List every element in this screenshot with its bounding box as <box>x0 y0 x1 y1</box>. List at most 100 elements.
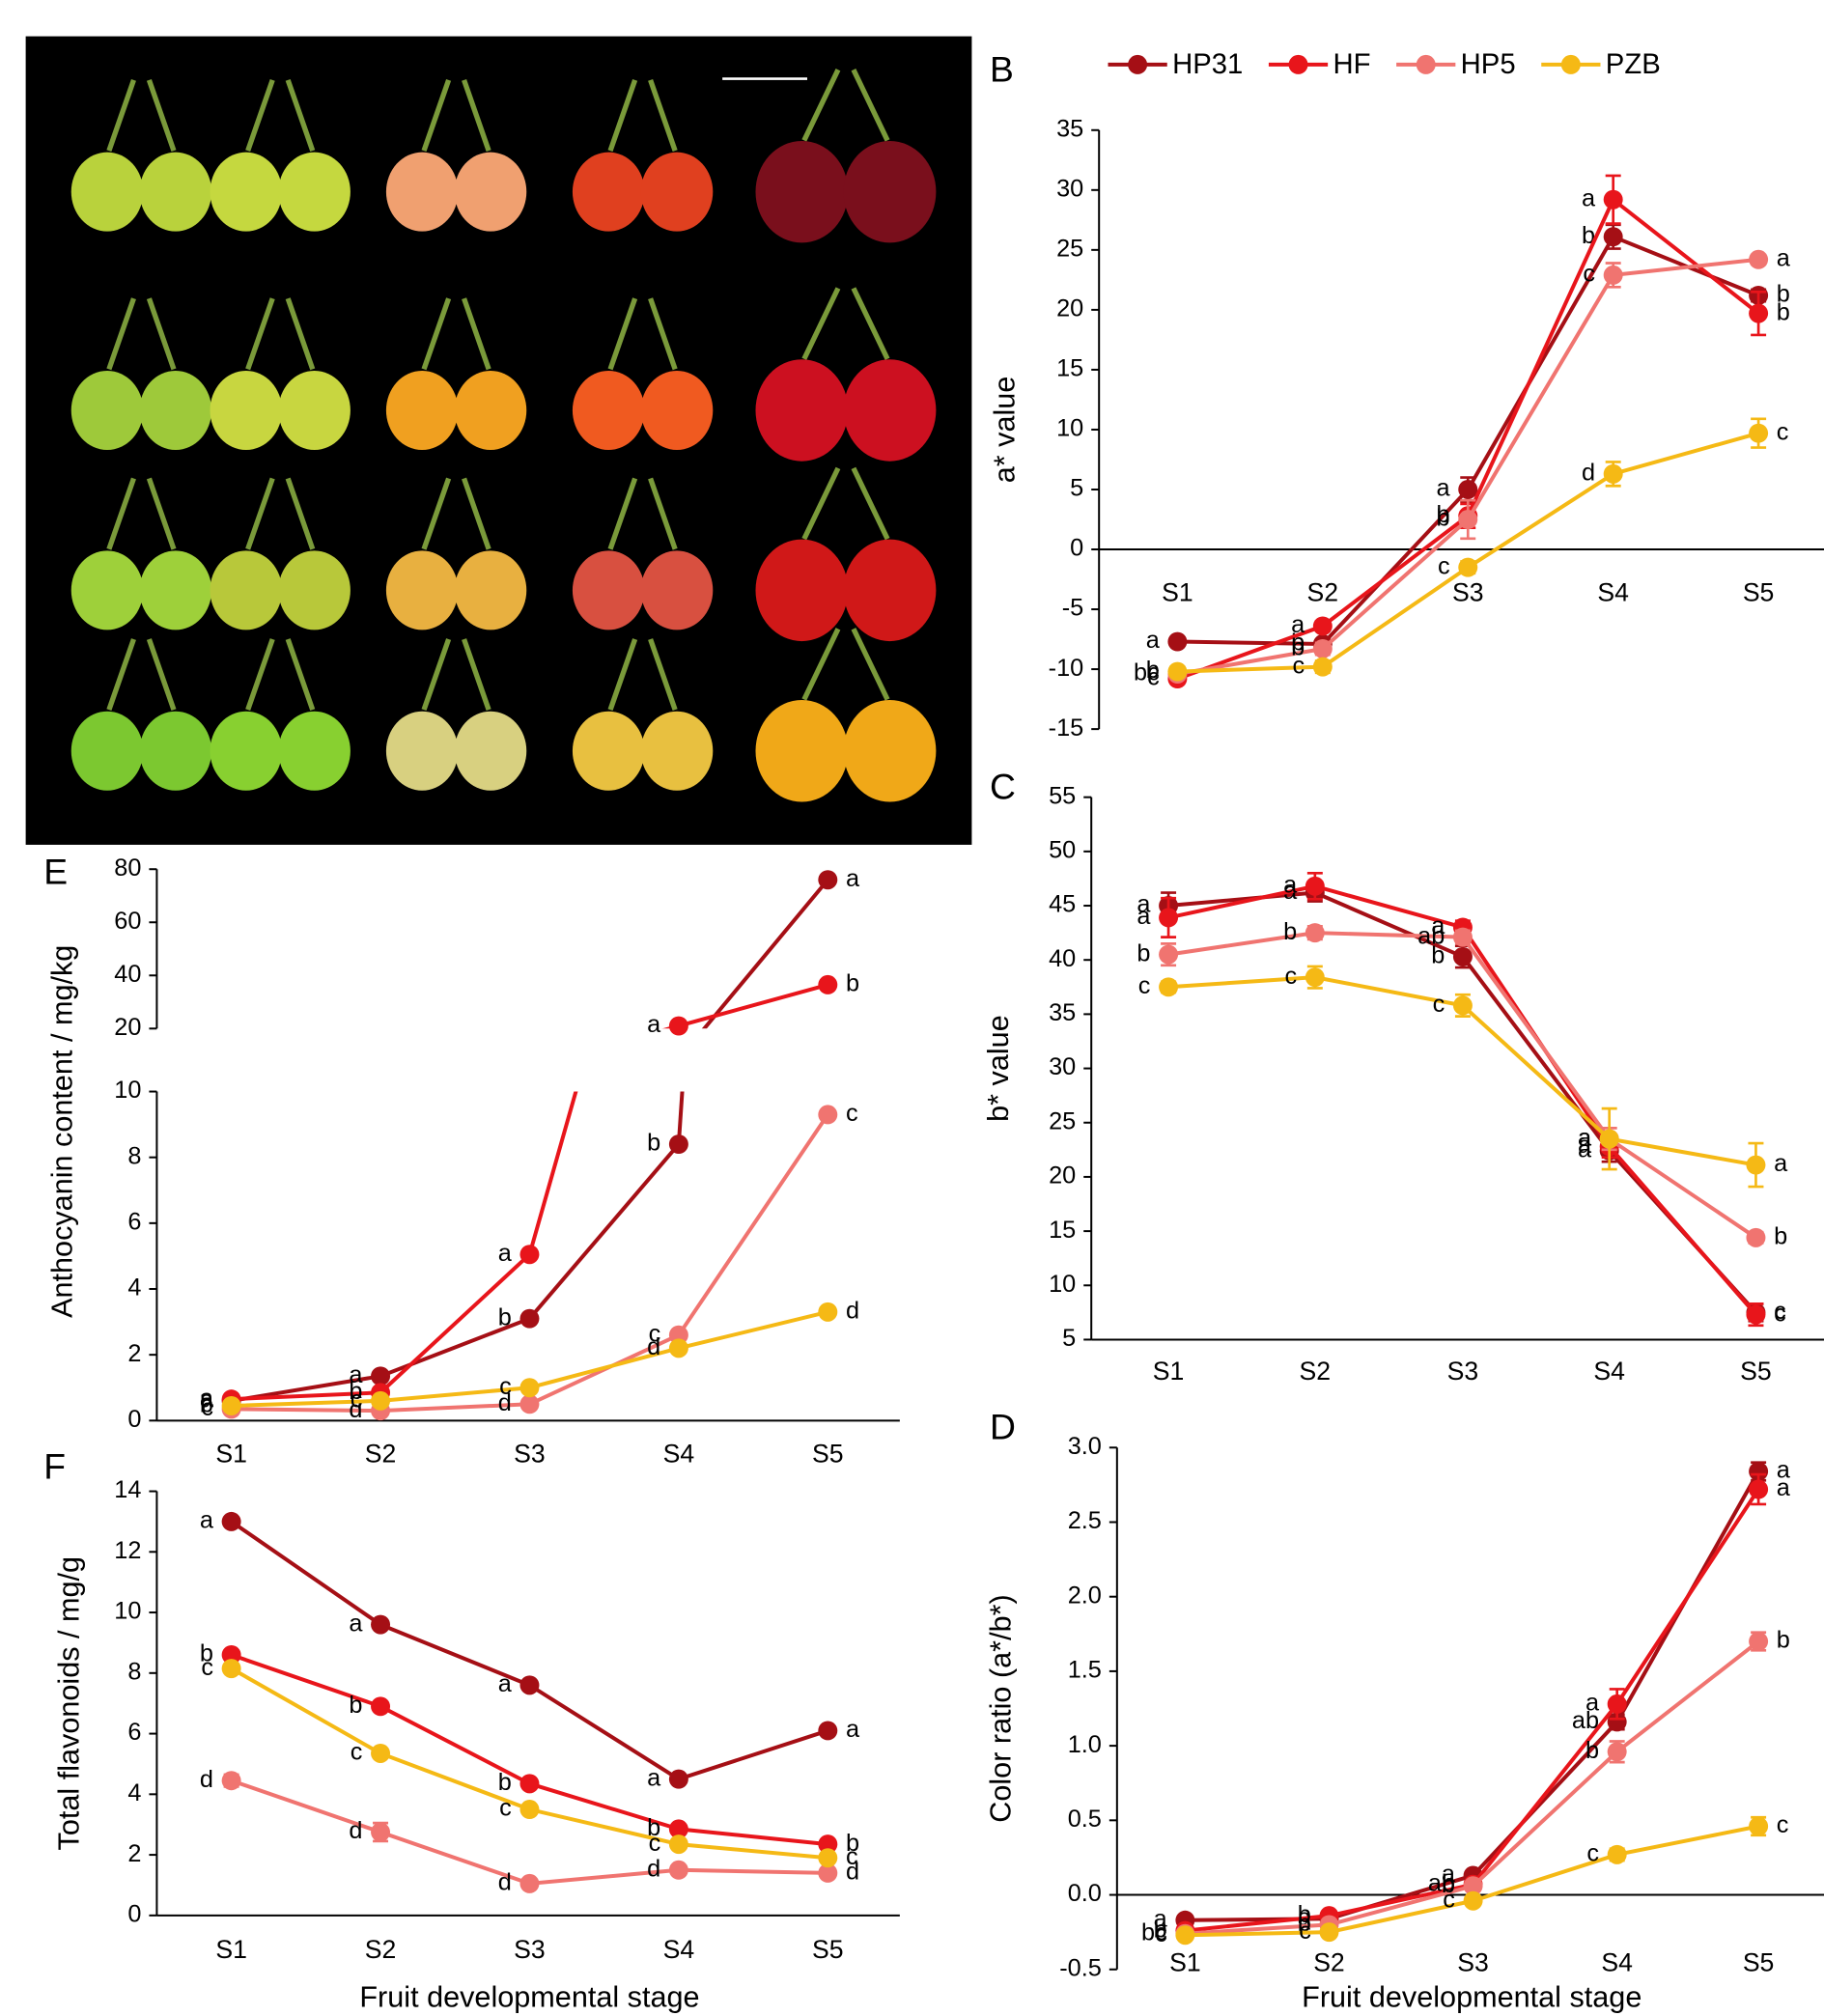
x-tick-label: S2 <box>1313 1947 1345 1976</box>
y-tick-label: 45 <box>1049 891 1076 918</box>
point <box>519 1774 540 1794</box>
cherry <box>843 539 937 642</box>
significance-letter: c <box>1138 972 1151 999</box>
significance-letter: b <box>349 1692 362 1719</box>
significance-letter: a <box>846 1716 860 1743</box>
significance-letter: a <box>1442 1861 1456 1888</box>
point <box>818 1834 838 1855</box>
x-tick-label: S2 <box>1300 1357 1332 1386</box>
point <box>1603 463 1623 484</box>
significance-letter: b <box>647 1130 660 1157</box>
x-tick-label: S5 <box>1743 1947 1775 1976</box>
point <box>221 1396 241 1415</box>
significance-letter: d <box>1582 460 1595 487</box>
point <box>519 1308 540 1329</box>
y-tick-label: 60 <box>114 908 141 935</box>
significance-letter: b <box>200 1640 213 1667</box>
y-tick-label: 3.0 <box>1068 1433 1102 1460</box>
significance-letter: d <box>647 1855 660 1882</box>
cherry <box>385 370 459 450</box>
cherry <box>278 370 351 450</box>
x-tick-label: S1 <box>215 1935 247 1964</box>
significance-letter: b <box>1291 634 1305 661</box>
significance-letter: d <box>647 1333 660 1360</box>
stem <box>801 466 841 541</box>
column-label: S5 <box>830 805 860 832</box>
cherry <box>454 152 527 232</box>
significance-letter: c <box>1293 652 1305 679</box>
stem <box>146 78 177 152</box>
cherry <box>385 550 459 630</box>
significance-letter: c <box>1586 1840 1599 1867</box>
legend-marker <box>1288 54 1308 74</box>
y-tick-label: 4 <box>127 1779 141 1806</box>
significance-letter: b <box>1136 939 1150 966</box>
legend-marker <box>1416 54 1436 74</box>
y-tick-label: 10 <box>1049 1271 1076 1298</box>
y-tick-label: 2.5 <box>1068 1507 1102 1534</box>
cherry <box>640 370 714 450</box>
y-tick-label: 35 <box>1049 999 1076 1026</box>
cherry <box>843 359 937 462</box>
point <box>1305 923 1325 943</box>
significance-letter: c <box>351 1386 363 1414</box>
y-tick-label: 80 <box>114 854 141 882</box>
series-line <box>1177 257 1759 677</box>
significance-letter: b <box>1298 1901 1311 1928</box>
significance-letter: c <box>846 1843 858 1870</box>
cherry <box>70 152 144 232</box>
point <box>519 1675 540 1695</box>
series-line <box>1185 1470 1760 1922</box>
significance-letter: a <box>1283 871 1298 898</box>
y-tick-label: 25 <box>1056 236 1083 263</box>
y-tick-label: 5 <box>1062 1325 1076 1352</box>
y-tick-label: 15 <box>1056 355 1083 382</box>
stem <box>106 297 136 371</box>
x-tick-label: S3 <box>1447 1357 1479 1386</box>
cherry <box>70 370 144 450</box>
point <box>1159 908 1179 928</box>
significance-letter: a <box>1291 611 1305 638</box>
stem <box>421 78 452 152</box>
significance-letter: a <box>1136 903 1151 930</box>
point <box>221 1659 241 1679</box>
row-label: HP31 <box>38 109 72 186</box>
y-tick-label: 2.0 <box>1068 1582 1102 1609</box>
point <box>1458 557 1478 577</box>
point <box>818 1721 838 1741</box>
significance-letter: a <box>846 865 860 892</box>
y-tick-label: 0.0 <box>1068 1880 1102 1907</box>
stem <box>106 477 136 550</box>
legend-label: HF <box>1333 48 1370 80</box>
cherry <box>843 700 937 802</box>
point <box>1749 1632 1769 1652</box>
y-tick-label: 40 <box>114 961 141 988</box>
stem <box>607 297 638 371</box>
point <box>371 1366 391 1386</box>
point <box>1312 657 1333 677</box>
cherry <box>70 711 144 791</box>
significance-letter: b <box>349 1378 362 1405</box>
significance-letter: a <box>1578 1132 1592 1159</box>
significance-letter: b <box>846 970 859 997</box>
significance-letter: b <box>1431 942 1445 969</box>
significance-letter: a <box>1431 912 1445 939</box>
row-label: PZB <box>38 722 72 782</box>
y-axis-title: Total flavonoids / mg/g <box>52 1556 85 1851</box>
y-tick-label: 50 <box>1049 837 1076 864</box>
point <box>1312 616 1333 636</box>
series-line <box>232 1057 828 1081</box>
cherry <box>454 711 527 791</box>
significance-letter: a <box>1136 891 1151 918</box>
significance-letter: b <box>1442 1871 1455 1898</box>
point <box>221 1511 241 1531</box>
cherry <box>278 152 351 232</box>
series-line <box>230 1666 828 1861</box>
point <box>1458 510 1478 529</box>
legend-label: HP31 <box>1172 48 1243 80</box>
point <box>818 1848 838 1868</box>
significance-letter: c <box>201 1654 213 1681</box>
significance-letter: c <box>351 1739 363 1766</box>
point <box>1746 1227 1766 1247</box>
